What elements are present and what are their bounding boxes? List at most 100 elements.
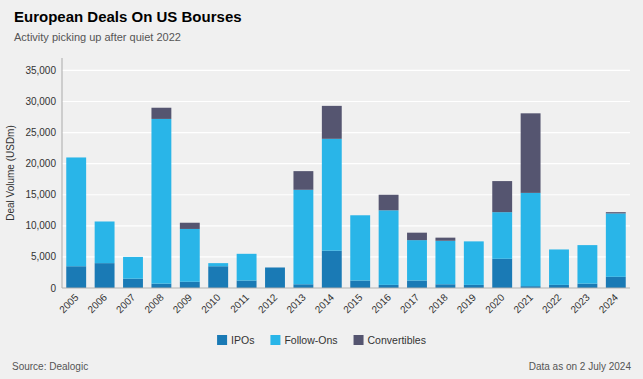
x-tick-label: 2013 [284,291,308,315]
bar-segment [123,257,143,279]
bar-segment [237,253,257,254]
bar-segment [606,212,626,213]
subtitle: Activity picking up after quiet 2022 [14,31,181,43]
x-axis-line [62,288,630,289]
bar-segment [95,221,115,222]
bar-segment [322,139,342,251]
bar-segment [293,171,313,190]
y-tick-label: 10,000 [25,220,56,231]
y-tick-label: 15,000 [25,189,56,200]
x-tick-label: 2017 [398,291,422,315]
bar-segment [293,190,313,284]
bar-segment [350,215,370,216]
bar-segment [407,233,427,240]
title: European Deals On US Bourses [14,8,242,25]
grid-line [62,70,630,71]
bar-segment [379,195,399,211]
grid-line [62,256,630,257]
bar-segment [435,284,455,288]
bar-segment [350,281,370,288]
x-tick-label: 2022 [540,291,564,315]
grid-line [62,132,630,133]
bar-segment [492,259,512,288]
y-axis-label: Deal Volume (USDm) [5,125,16,221]
y-tick-label: 35,000 [25,65,56,76]
bar-segment [151,108,171,119]
x-tick-label: 2016 [370,291,394,315]
bar-segment [464,241,484,285]
bar-segment [407,281,427,288]
bar-segment [151,119,171,284]
x-tick-label: 2023 [568,291,592,315]
x-tick-label: 2015 [341,291,365,315]
bar-segment [379,210,399,285]
y-tick-label: 25,000 [25,127,56,138]
bar-segment [237,254,257,281]
y-axis-line [62,58,63,288]
bar-segment [95,221,115,263]
legend-label: IPOs [231,334,254,346]
bar-segment [208,266,228,288]
background [0,0,643,379]
grid-line [62,194,630,195]
legend-swatch [270,335,280,345]
bar-segment [208,263,228,264]
bar-segment [577,284,597,288]
bars [66,106,625,288]
x-tick-label: 2024 [597,291,621,315]
bar-segment [123,256,143,257]
bar-segment [549,249,569,284]
legend-label: Follow-Ons [284,334,337,346]
bar-segment [606,277,626,288]
bar-segment [293,284,313,288]
grid-line [62,225,630,226]
bar-segment [237,281,257,288]
x-tick-label: 2014 [313,291,337,315]
x-tick-label: 2008 [142,291,166,315]
bar-segment [265,267,285,268]
y-tick-label: 0 [50,283,56,294]
x-tick-label: 2021 [512,291,536,315]
bar-segment [208,263,228,266]
legend-swatch [354,335,364,345]
bar-segment [123,279,143,288]
chart: European Deals On US Bourses Activity pic… [0,0,643,379]
bar-segment [492,212,512,259]
bar-segment [66,157,86,266]
grid-line [62,287,630,288]
y-tick-label: 20,000 [25,158,56,169]
x-tick-label: 2006 [86,291,110,315]
x-tick-label: 2011 [228,291,251,314]
bar-segment [435,241,455,285]
bar-segment [350,215,370,280]
y-tick-label: 30,000 [25,96,56,107]
annotation: Source: Dealogic [12,361,88,372]
grid-line [62,163,630,164]
bar-segment [577,245,597,246]
bar-segment [492,181,512,212]
legend-label: Convertibles [368,334,426,346]
bar-segment [265,267,285,268]
bar-segment [407,240,427,280]
bar-segment [464,241,484,242]
x-tick-label: 2018 [426,291,450,315]
bar-segment [606,213,626,276]
bar-segment [322,251,342,288]
x-tick-label: 2010 [199,291,223,315]
grid [62,70,630,288]
bar-segment [265,267,285,288]
x-tick-label: 2005 [57,291,81,315]
bar-segment [180,229,200,282]
x-tick-label: 2009 [171,291,195,315]
bar-segment [521,193,541,286]
bar-segment [435,238,455,241]
bar-segment [549,249,569,250]
y-tick-label: 5,000 [31,251,56,262]
bar-segment [521,113,541,193]
bar-segment [322,106,342,139]
legend-swatch [217,335,227,345]
bar-segment [95,263,115,288]
legend: IPOs Follow-Ons Convertibles [217,334,426,346]
grid-line [62,101,630,102]
annotation: Data as on 2 July 2024 [529,361,632,372]
